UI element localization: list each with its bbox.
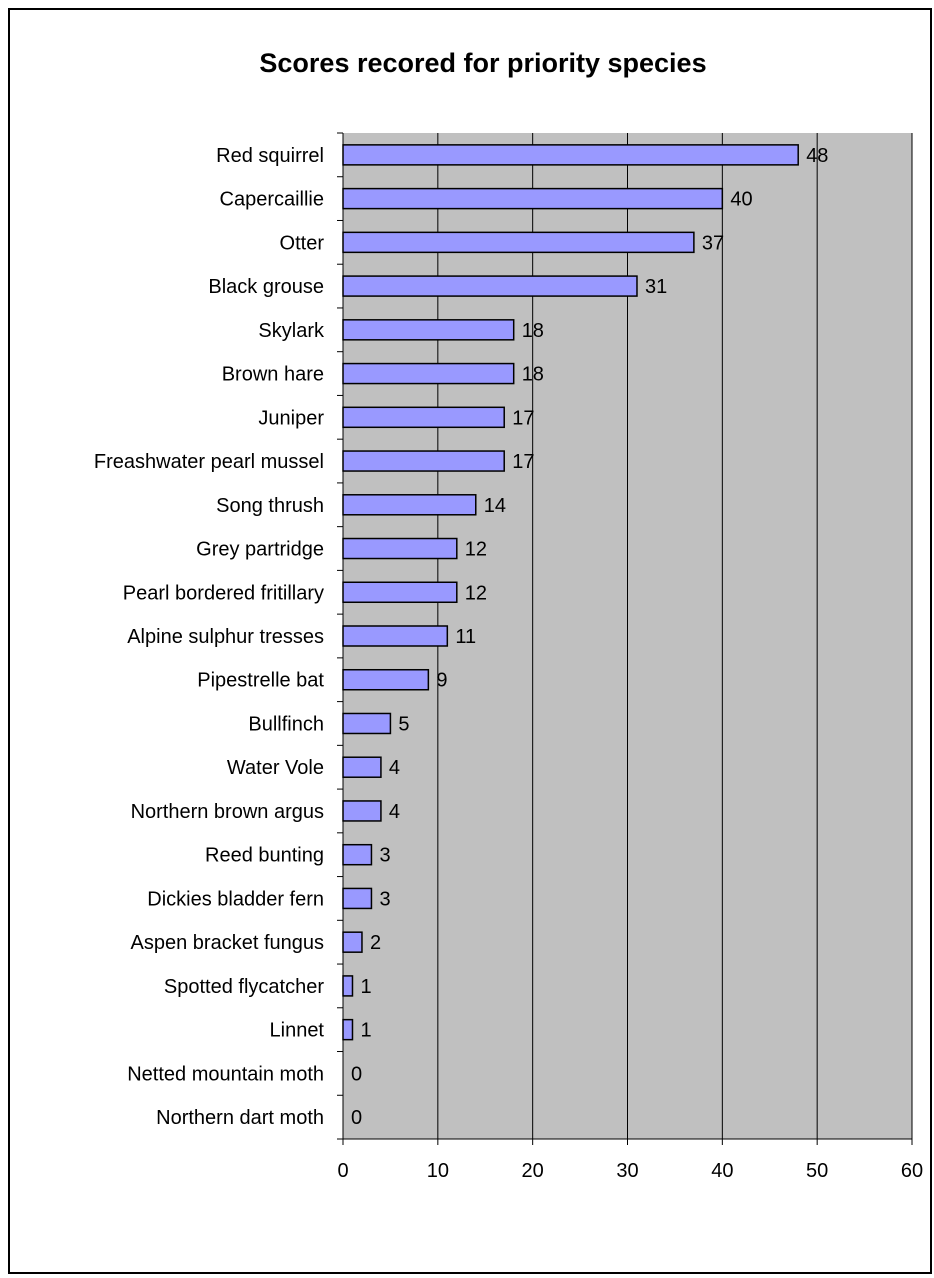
data-label: 17 xyxy=(512,451,534,473)
category-label: Skylark xyxy=(258,320,325,342)
category-label: Reed bunting xyxy=(205,845,324,867)
x-tick-label: 10 xyxy=(427,1160,449,1182)
data-label: 18 xyxy=(522,364,544,386)
bars xyxy=(342,144,799,1041)
bar xyxy=(342,144,799,166)
data-label: 18 xyxy=(522,320,544,342)
category-label: Juniper xyxy=(258,407,324,429)
data-label: 2 xyxy=(370,932,381,954)
bar xyxy=(342,756,382,778)
bar xyxy=(342,668,430,691)
bar xyxy=(342,319,515,341)
data-label: 12 xyxy=(465,539,487,561)
category-labels: Red squirrel Capercaillie Otter Black grous… xyxy=(94,145,325,1129)
data-label: 4 xyxy=(389,757,400,779)
category-label: Northern dart moth xyxy=(156,1107,324,1129)
bar xyxy=(342,1018,354,1041)
chart-title: Scores recored for priority species xyxy=(259,48,706,78)
data-label: 4 xyxy=(389,801,400,823)
x-tick-label: 0 xyxy=(337,1160,348,1182)
category-label: Otter xyxy=(280,232,325,254)
category-label: Water Vole xyxy=(227,757,324,779)
category-label: Red squirrel xyxy=(216,145,324,167)
data-label: 14 xyxy=(484,495,506,517)
data-label: 1 xyxy=(360,976,371,998)
bar xyxy=(342,800,382,822)
category-label: Linnet xyxy=(270,1020,325,1042)
data-label: 31 xyxy=(645,276,667,298)
bar xyxy=(342,450,505,472)
category-label: Grey partridge xyxy=(196,539,324,561)
data-label: 12 xyxy=(465,582,487,604)
data-label: 17 xyxy=(512,407,534,429)
category-label: Song thrush xyxy=(216,495,324,517)
category-label: Dickies bladder fern xyxy=(147,888,324,910)
gridlines xyxy=(437,133,913,1139)
x-tick-label: 60 xyxy=(901,1160,923,1182)
category-label: Alpine sulphur tresses xyxy=(127,626,324,648)
data-label: 5 xyxy=(398,713,409,735)
bar xyxy=(342,581,458,604)
bar xyxy=(342,712,392,735)
x-tick-label: 40 xyxy=(711,1160,733,1182)
data-label: 1 xyxy=(360,1020,371,1042)
data-label: 9 xyxy=(436,670,447,692)
bar xyxy=(342,275,638,297)
category-label: Northern brown argus xyxy=(131,801,324,823)
bar xyxy=(342,406,505,429)
data-label: 3 xyxy=(379,845,390,867)
data-label: 48 xyxy=(806,145,828,167)
category-label: Brown hare xyxy=(222,364,324,386)
bar xyxy=(342,494,477,516)
category-label: Black grouse xyxy=(208,276,324,298)
bar xyxy=(342,625,449,647)
category-label: Aspen bracket fungus xyxy=(131,932,324,954)
bar xyxy=(342,975,354,997)
x-tick-label: 20 xyxy=(522,1160,544,1182)
category-label: Spotted flycatcher xyxy=(164,976,324,998)
category-label: Netted mountain moth xyxy=(127,1063,324,1085)
data-label: 40 xyxy=(730,189,752,211)
bar xyxy=(342,537,458,560)
category-label: Bullfinch xyxy=(248,713,324,735)
category-label: Pipestrelle bat xyxy=(197,670,324,692)
category-label: Capercaillie xyxy=(220,189,325,211)
data-label: 3 xyxy=(379,888,390,910)
x-tick-labels: 0 10 20 30 40 50 60 xyxy=(337,1160,923,1182)
bar xyxy=(342,843,373,866)
category-label: Freashwater pearl mussel xyxy=(94,451,324,473)
category-label: Pearl bordered fritillary xyxy=(123,582,324,604)
axes xyxy=(337,132,913,1145)
data-label: 37 xyxy=(702,232,724,254)
data-label: 11 xyxy=(455,626,476,648)
x-tick-label: 50 xyxy=(806,1160,828,1182)
bar xyxy=(342,187,724,210)
bar xyxy=(342,931,363,953)
bar xyxy=(342,362,515,385)
bar xyxy=(342,887,373,910)
data-label: 0 xyxy=(351,1063,362,1085)
x-tick-label: 30 xyxy=(616,1160,638,1182)
data-label: 0 xyxy=(351,1107,362,1129)
bar xyxy=(342,231,695,254)
